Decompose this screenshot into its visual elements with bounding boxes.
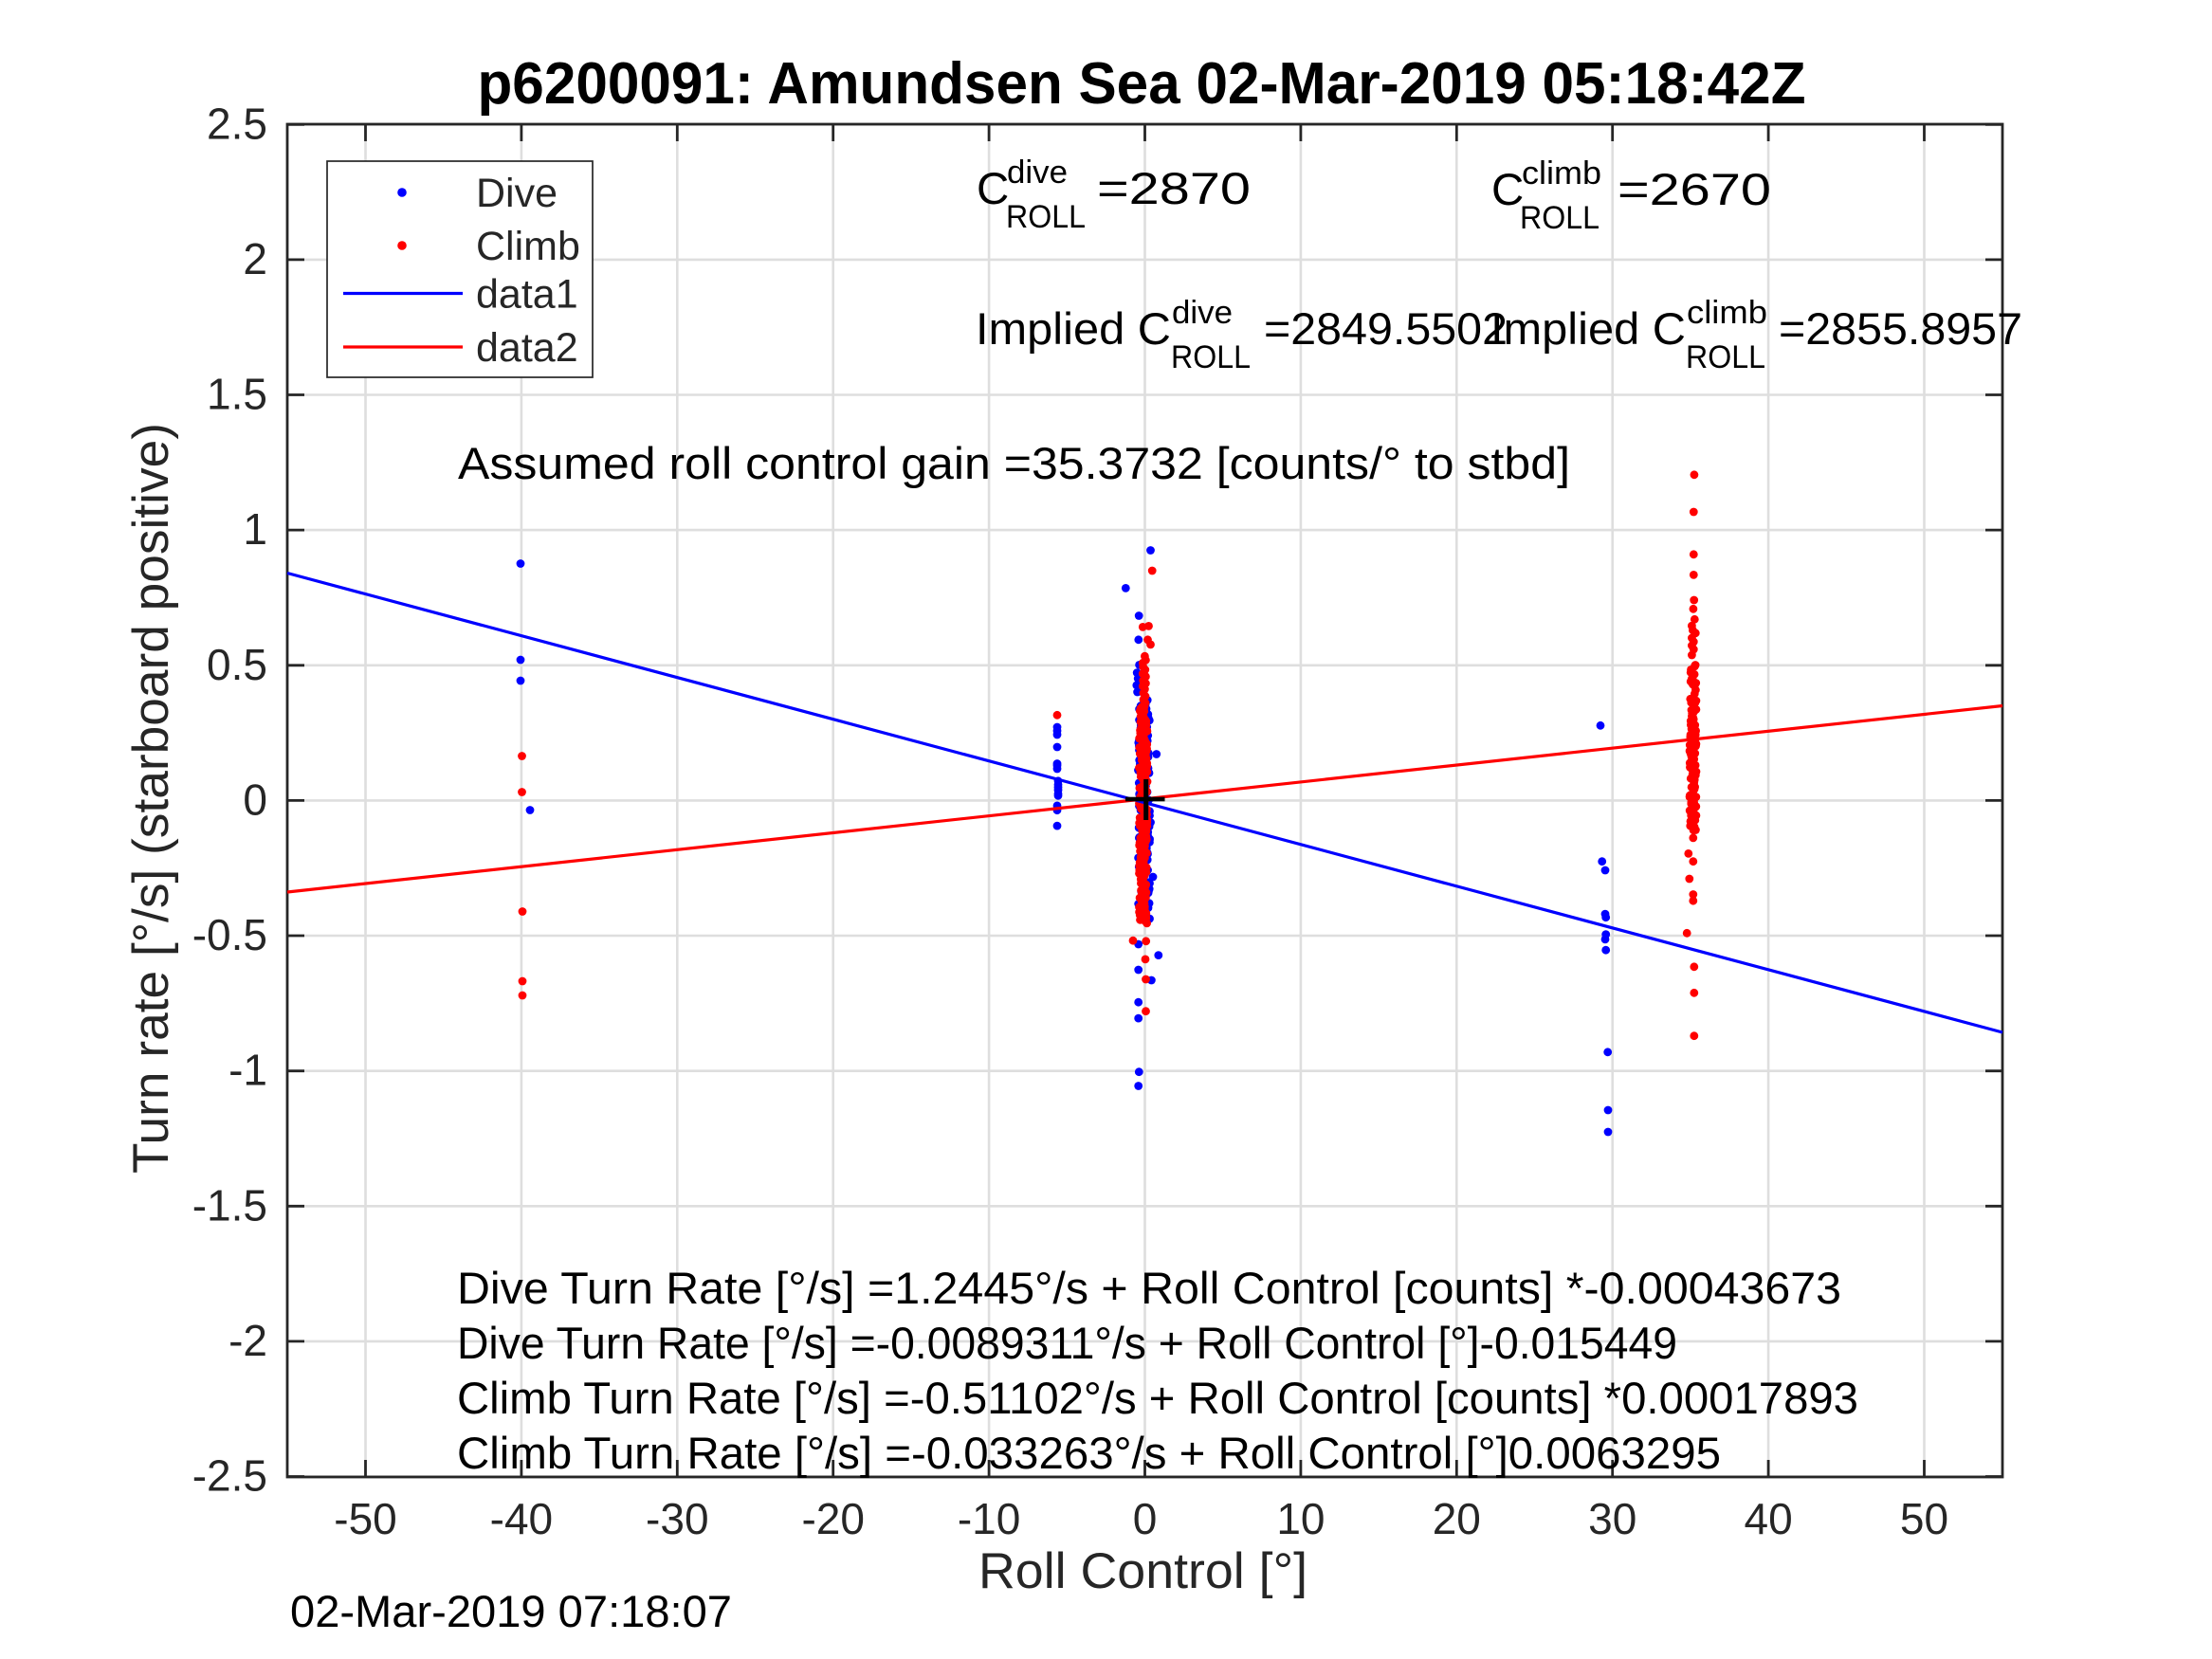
- svg-text:Climb: Climb: [476, 224, 580, 269]
- svg-text:-1: -1: [229, 1046, 267, 1095]
- svg-text:1: 1: [243, 504, 267, 554]
- svg-text:0: 0: [1133, 1494, 1158, 1543]
- svg-text:30: 30: [1588, 1494, 1636, 1543]
- svg-text:02-Mar-2019 07:18:07: 02-Mar-2019 07:18:07: [290, 1587, 732, 1637]
- svg-text:-30: -30: [646, 1494, 708, 1543]
- svg-text:2: 2: [243, 234, 267, 283]
- svg-text:-40: -40: [490, 1494, 553, 1543]
- svg-text:0: 0: [243, 775, 267, 824]
- svg-text:Roll Control [°]: Roll Control [°]: [978, 1543, 1307, 1599]
- svg-text:-20: -20: [801, 1494, 864, 1543]
- svg-text:-2: -2: [229, 1316, 267, 1365]
- svg-text:-2.5: -2.5: [192, 1451, 267, 1501]
- svg-text:20: 20: [1433, 1494, 1481, 1543]
- svg-text:-1.5: -1.5: [192, 1180, 267, 1230]
- svg-text:0.5: 0.5: [207, 640, 267, 689]
- svg-text:10: 10: [1276, 1494, 1325, 1543]
- svg-text:-50: -50: [334, 1494, 396, 1543]
- svg-text:Assumed roll control gain =35.: Assumed roll control gain =35.3732 [coun…: [458, 439, 1570, 489]
- svg-text:Climb Turn Rate [°/s] =-0.5110: Climb Turn Rate [°/s] =-0.51102°/s + Rol…: [457, 1374, 1858, 1424]
- svg-text:Turn rate [°/s] (starboard pos: Turn rate [°/s] (starboard positive): [123, 423, 179, 1174]
- svg-text:p6200091: Amundsen Sea 02-Mar-: p6200091: Amundsen Sea 02-Mar-2019 05:18…: [478, 51, 1806, 117]
- svg-text:Dive Turn Rate [°/s] =1.2445°/: Dive Turn Rate [°/s] =1.2445°/s + Roll C…: [457, 1264, 1841, 1314]
- svg-text:data1: data1: [476, 272, 578, 318]
- svg-text:Climb Turn Rate [°/s] =-0.0332: Climb Turn Rate [°/s] =-0.033263°/s + Ro…: [457, 1429, 1721, 1479]
- svg-text:-10: -10: [958, 1494, 1020, 1543]
- svg-text:Dive Turn Rate [°/s] =-0.00893: Dive Turn Rate [°/s] =-0.0089311°/s + Ro…: [457, 1319, 1677, 1369]
- svg-text:2.5: 2.5: [207, 99, 267, 148]
- svg-text:data2: data2: [476, 325, 578, 371]
- svg-text:40: 40: [1745, 1494, 1793, 1543]
- svg-text:50: 50: [1900, 1494, 1948, 1543]
- svg-text:-0.5: -0.5: [192, 910, 267, 959]
- svg-text:1.5: 1.5: [207, 370, 267, 419]
- svg-text:Dive: Dive: [476, 171, 558, 216]
